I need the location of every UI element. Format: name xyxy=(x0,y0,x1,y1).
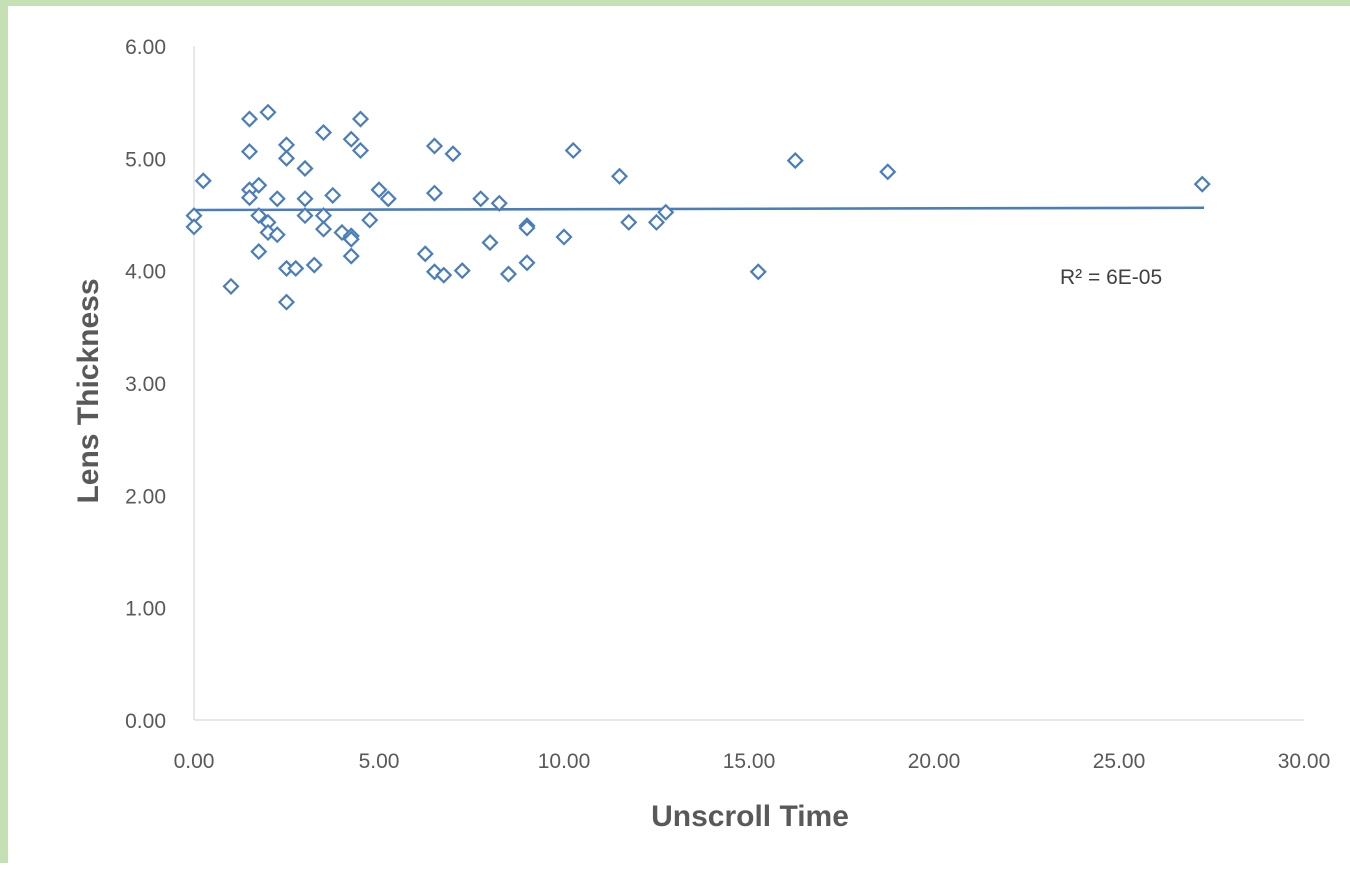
data-point xyxy=(305,256,323,274)
data-point xyxy=(250,176,268,194)
data-point xyxy=(296,159,314,177)
data-point xyxy=(435,266,453,284)
data-point xyxy=(453,262,471,280)
trendline xyxy=(193,206,1205,212)
data-point xyxy=(250,207,268,225)
data-point xyxy=(259,103,277,121)
data-point xyxy=(240,189,259,207)
data-point xyxy=(342,247,360,265)
data-point xyxy=(185,218,203,236)
data-point xyxy=(555,228,573,246)
data-point xyxy=(370,181,388,199)
data-point xyxy=(379,190,397,208)
x-tick-label: 0.00 xyxy=(174,750,215,773)
scatter-chart: 0.00 1.00 2.00 3.00 4.00 5.00 6.00 0.00 5.00 10.0… xyxy=(72,36,1330,833)
y-tick-label: 5.00 xyxy=(125,148,166,171)
y-tick-label: 1.00 xyxy=(125,598,166,621)
data-point xyxy=(425,184,444,202)
y-tick-label: 3.00 xyxy=(125,373,166,396)
data-point xyxy=(351,141,370,160)
trendline-r2-label: R² = 6E-05 xyxy=(1060,266,1162,289)
x-tick-label: 15.00 xyxy=(723,750,776,773)
data-point xyxy=(277,293,296,311)
data-point xyxy=(425,137,444,155)
data-point xyxy=(610,167,629,185)
data-point xyxy=(518,254,536,272)
data-point xyxy=(786,152,804,170)
data-point xyxy=(222,277,240,295)
data-point xyxy=(518,219,536,237)
data-point xyxy=(314,220,333,238)
data-point xyxy=(240,110,259,128)
data-point xyxy=(647,213,666,231)
x-tick-label: 5.00 xyxy=(359,750,400,773)
data-point xyxy=(277,149,296,167)
y-axis-title: Lens Thickness xyxy=(72,278,105,503)
data-point xyxy=(342,230,360,248)
data-point xyxy=(324,186,342,204)
data-point xyxy=(416,245,434,263)
data-point xyxy=(351,110,370,128)
y-tick-label: 2.00 xyxy=(125,485,166,508)
data-point xyxy=(268,190,286,208)
data-point xyxy=(879,163,897,181)
data-point xyxy=(361,211,379,229)
data-point xyxy=(490,194,508,212)
data-point xyxy=(564,141,582,160)
data-point xyxy=(194,172,212,190)
data-point xyxy=(444,145,462,163)
data-point xyxy=(481,234,499,252)
data-point xyxy=(250,243,268,261)
data-point xyxy=(499,265,518,283)
y-tick-label: 0.00 xyxy=(125,710,166,733)
x-tick-label: 10.00 xyxy=(538,750,591,773)
data-point xyxy=(342,130,360,148)
x-axis-title: Unscroll Time xyxy=(651,800,849,833)
data-point xyxy=(620,213,638,231)
x-tick-label: 20.00 xyxy=(908,750,961,773)
x-tick-label: 30.00 xyxy=(1278,750,1331,773)
data-point xyxy=(749,263,767,281)
y-tick-label: 4.00 xyxy=(125,261,166,284)
data-point xyxy=(277,136,296,154)
data-point xyxy=(268,226,286,244)
data-point xyxy=(296,207,314,225)
data-point xyxy=(657,203,675,221)
data-point xyxy=(287,259,305,277)
x-tick-label: 25.00 xyxy=(1093,750,1146,773)
data-point xyxy=(314,123,333,142)
data-point xyxy=(296,190,314,208)
data-point xyxy=(472,190,490,208)
data-point xyxy=(240,143,259,161)
y-tick-label: 6.00 xyxy=(125,36,166,59)
plot-area: 0.00 1.00 2.00 3.00 4.00 5.00 6.00 0.00 5.00 10.0… xyxy=(125,36,1330,773)
data-point xyxy=(1193,175,1211,193)
